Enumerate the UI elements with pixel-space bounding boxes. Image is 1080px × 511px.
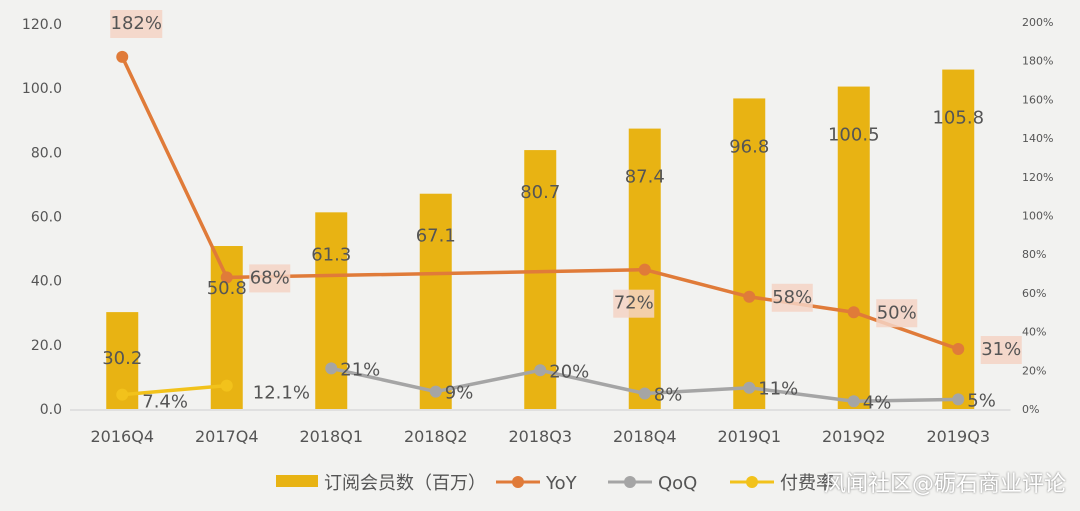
y-axis-tick-label: 20.0 <box>31 338 62 354</box>
legend-label-yoy: YoY <box>545 473 578 494</box>
y2-axis-tick-label: 160% <box>1022 93 1053 106</box>
yoy-point <box>743 290 756 303</box>
bar-data-label: 96.8 <box>729 136 769 157</box>
y-axis-tick-label: 80.0 <box>31 145 62 161</box>
legend-marker-qoq <box>624 476 636 488</box>
bar-subscribers <box>733 98 766 409</box>
x-axis-tick-label: 2018Q3 <box>509 427 573 446</box>
bar-subscribers <box>419 193 452 409</box>
y2-axis-tick-label: 60% <box>1022 287 1046 300</box>
x-axis-tick-label: 2019Q1 <box>718 427 782 446</box>
legend-marker-yoy <box>512 476 524 488</box>
y2-axis-tick-label: 140% <box>1022 132 1053 145</box>
x-axis-tick-label: 2018Q4 <box>613 427 677 446</box>
yoy-label-bg <box>771 283 813 312</box>
qoq-data-label: 9% <box>445 383 474 404</box>
qoq-data-label: 21% <box>340 359 380 380</box>
yoy-data-label: 50% <box>877 302 917 323</box>
yoy-data-label: 68% <box>250 267 290 288</box>
y-axis-tick-label: 40.0 <box>31 274 62 290</box>
yoy-point <box>220 271 233 284</box>
y2-axis-tick-label: 120% <box>1022 171 1053 184</box>
bar-data-label: 87.4 <box>625 167 665 188</box>
bar-data-label: 50.8 <box>207 278 247 299</box>
yoy-label-bg <box>876 299 918 328</box>
qoq-data-label: 11% <box>758 379 798 400</box>
yoy-label-bg <box>613 289 655 318</box>
yoy-data-label: 72% <box>614 293 654 314</box>
qoq-point <box>534 364 547 377</box>
qoq-point <box>429 385 442 398</box>
yoy-label-bg <box>110 10 163 38</box>
y-axis-tick-label: 0.0 <box>40 402 62 418</box>
yoy-data-label: 31% <box>981 339 1021 360</box>
y-axis-tick-label: 120.0 <box>22 17 62 33</box>
y-axis-tick-label: 60.0 <box>31 210 62 226</box>
qoq-point <box>743 381 756 394</box>
y2-axis-tick-label: 100% <box>1022 210 1053 223</box>
x-axis-tick-label: 2017Q4 <box>195 427 259 446</box>
qoq-point <box>325 362 338 375</box>
legend-marker-paid-rate <box>746 476 758 488</box>
yoy-label-bg <box>980 336 1022 365</box>
y-axis-tick-label: 100.0 <box>22 81 62 97</box>
y2-axis-tick-label: 200% <box>1022 16 1053 29</box>
paid-rate-point <box>220 379 233 392</box>
paid-rate-data-label: 12.1% <box>253 383 310 404</box>
y2-axis-tick-label: 40% <box>1022 326 1046 339</box>
yoy-point <box>952 343 965 356</box>
paid-rate-point <box>116 388 129 401</box>
qoq-data-label: 20% <box>549 361 589 382</box>
x-axis-tick-label: 2018Q1 <box>300 427 364 446</box>
bar-data-label: 30.2 <box>102 348 142 369</box>
bar-data-label: 80.7 <box>520 182 560 203</box>
bar-data-label: 67.1 <box>416 226 456 247</box>
bar-data-label: 100.5 <box>828 125 880 146</box>
legend-label-paid-rate: 付费率 <box>780 473 834 494</box>
legend-label-subscribers: 订阅会员数（百万） <box>324 473 486 494</box>
yoy-data-label: 58% <box>772 287 812 308</box>
yoy-point <box>847 306 860 319</box>
bar-data-label: 61.3 <box>311 244 351 265</box>
x-axis-tick-label: 2016Q4 <box>91 427 155 446</box>
legend-swatch-subscribers <box>276 475 318 487</box>
x-axis-tick-label: 2019Q2 <box>822 427 886 446</box>
yoy-label-bg <box>249 264 291 293</box>
x-axis-tick-label: 2019Q3 <box>927 427 991 446</box>
yoy-line <box>120 56 959 351</box>
yoy-data-label: 182% <box>111 13 162 34</box>
watermark-text: 风闻社区@砺石商业评论 <box>823 472 1066 497</box>
qoq-point <box>952 393 965 406</box>
qoq-data-label: 8% <box>654 385 683 406</box>
yoy-point <box>638 263 651 276</box>
qoq-point <box>638 387 651 400</box>
bar-data-label: 105.8 <box>932 108 984 129</box>
bar-subscribers <box>315 212 348 409</box>
y2-axis-tick-label: 0% <box>1022 403 1039 416</box>
paid-rate-line <box>122 383 227 397</box>
y2-axis-tick-label: 20% <box>1022 364 1046 377</box>
yoy-point <box>116 50 129 63</box>
qoq-data-label: 4% <box>863 392 892 413</box>
y2-axis-tick-label: 180% <box>1022 55 1053 68</box>
paid-rate-data-label: 7.4% <box>142 392 188 413</box>
x-axis-tick-label: 2018Q2 <box>404 427 468 446</box>
legend-label-qoq: QoQ <box>658 473 697 494</box>
bar-subscribers <box>837 86 870 409</box>
y2-axis-tick-label: 80% <box>1022 248 1046 261</box>
qoq-data-label: 5% <box>967 390 996 411</box>
qoq-point <box>847 395 860 408</box>
